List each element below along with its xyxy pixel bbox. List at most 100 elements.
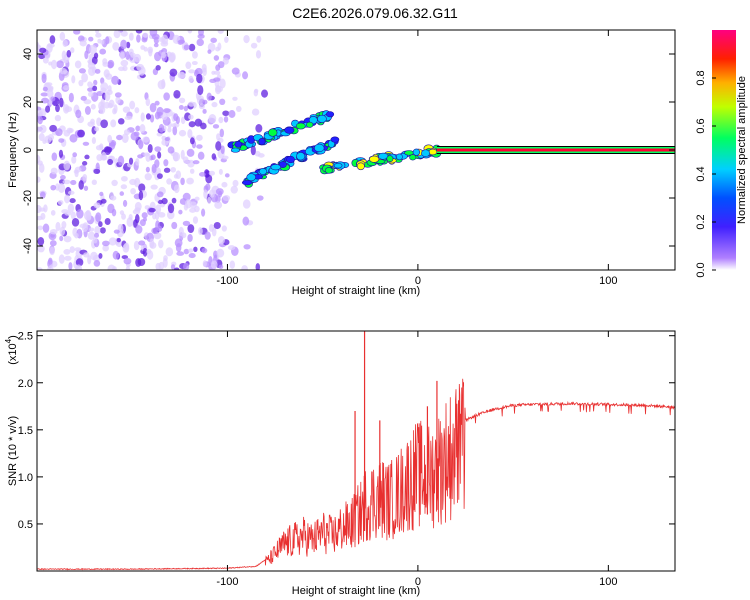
noise-blob: [186, 177, 194, 185]
noise-blob: [155, 167, 161, 175]
noise-blob: [92, 237, 98, 244]
spectrogram-xlabel: Height of straight line (km): [292, 285, 420, 297]
noise-blob: [38, 133, 45, 142]
noise-blob: [256, 195, 264, 201]
noise-blob: [66, 49, 72, 58]
noise-blob: [96, 154, 103, 162]
noise-blob: [120, 184, 128, 190]
noise-blob: [50, 209, 56, 216]
noise-blob: [251, 108, 260, 116]
noise-blob: [80, 95, 87, 101]
noise-blob: [63, 235, 72, 243]
noise-blob: [186, 148, 195, 157]
noise-blob: [161, 51, 167, 59]
branch-blob: [356, 162, 365, 171]
noise-blob: [194, 196, 200, 201]
noise-blob: [99, 227, 106, 234]
noise-blob: [158, 212, 166, 218]
noise-blob: [219, 78, 226, 89]
noise-blob: [196, 38, 204, 47]
noise-blob: [112, 41, 120, 51]
noise-blob: [59, 226, 66, 236]
noise-blob: [135, 125, 141, 132]
noise-blob: [46, 89, 54, 98]
noise-blob: [87, 231, 96, 240]
noise-blob: [90, 251, 98, 261]
noise-blob: [192, 160, 200, 165]
noise-blob: [49, 240, 57, 247]
noise-blob: [218, 116, 224, 124]
snr-axes: -100 0 100 0.5 1.0 1.5 2.0 2.5: [18, 331, 675, 588]
noise-blob: [156, 173, 163, 179]
noise-blob: [217, 42, 222, 51]
noise-blob: [49, 229, 58, 235]
noise-blob: [56, 60, 64, 69]
noise-blob: [48, 257, 53, 265]
noise-blob: [126, 41, 131, 49]
noise-blob: [141, 36, 148, 43]
noise-blob: [55, 183, 60, 191]
noise-blob: [143, 46, 148, 52]
noise-blob: [114, 92, 122, 98]
noise-blob: [210, 260, 218, 270]
colorbar-gradient: [712, 30, 736, 270]
noise-blob: [209, 189, 215, 198]
noise-blob: [94, 232, 100, 238]
noise-blob: [180, 149, 185, 160]
noise-blob: [150, 154, 156, 161]
noise-blob: [104, 101, 110, 109]
noise-blob: [50, 184, 57, 191]
noise-blob: [145, 113, 151, 120]
noise-blob: [188, 121, 196, 128]
noise-blob: [78, 79, 84, 87]
noise-blob: [218, 168, 223, 175]
noise-blob: [104, 218, 111, 226]
noise-blob: [170, 166, 177, 173]
noise-blob: [178, 209, 183, 215]
noise-blob: [255, 263, 261, 270]
spec-xtick-label: 0: [415, 275, 421, 287]
noise-blob: [138, 190, 144, 201]
noise-blob: [71, 155, 77, 164]
noise-blob: [180, 116, 186, 125]
noise-blob: [205, 183, 211, 191]
branch-blob: [317, 114, 327, 123]
noise-blob: [67, 190, 75, 195]
noise-blob: [130, 132, 139, 141]
noise-blob: [122, 65, 128, 72]
noise-blob: [55, 104, 60, 113]
snr-ytick-label: 1.0: [18, 472, 33, 484]
noise-blob: [102, 240, 110, 247]
noise-blob: [95, 212, 102, 223]
noise-blob: [42, 223, 50, 233]
noise-blob: [214, 201, 223, 209]
noise-blob: [58, 138, 65, 143]
noise-blob: [87, 91, 94, 97]
noise-blob: [222, 110, 230, 117]
noise-blob: [196, 73, 203, 84]
noise-blob: [183, 105, 189, 112]
branch-blob: [246, 173, 257, 182]
noise-blob: [62, 179, 71, 185]
branch-blob: [284, 126, 295, 134]
noise-blob: [78, 180, 84, 190]
snr-xtick-label: 100: [599, 576, 617, 588]
noise-blob: [193, 246, 198, 253]
noise-blob: [183, 44, 190, 51]
noise-blob: [213, 70, 221, 75]
noise-blob: [171, 221, 178, 230]
noise-blob: [163, 167, 171, 173]
branch-blob: [314, 143, 325, 153]
noise-blob: [107, 61, 114, 69]
noise-blob: [72, 152, 78, 158]
noise-blob: [197, 85, 204, 96]
noise-blob: [178, 226, 184, 237]
noise-blob: [166, 178, 173, 185]
noise-blob: [37, 204, 42, 214]
noise-blob: [217, 235, 225, 245]
noise-blob: [157, 80, 166, 90]
noise-blob: [175, 170, 182, 180]
noise-blob: [204, 231, 211, 240]
noise-blob: [242, 71, 249, 80]
